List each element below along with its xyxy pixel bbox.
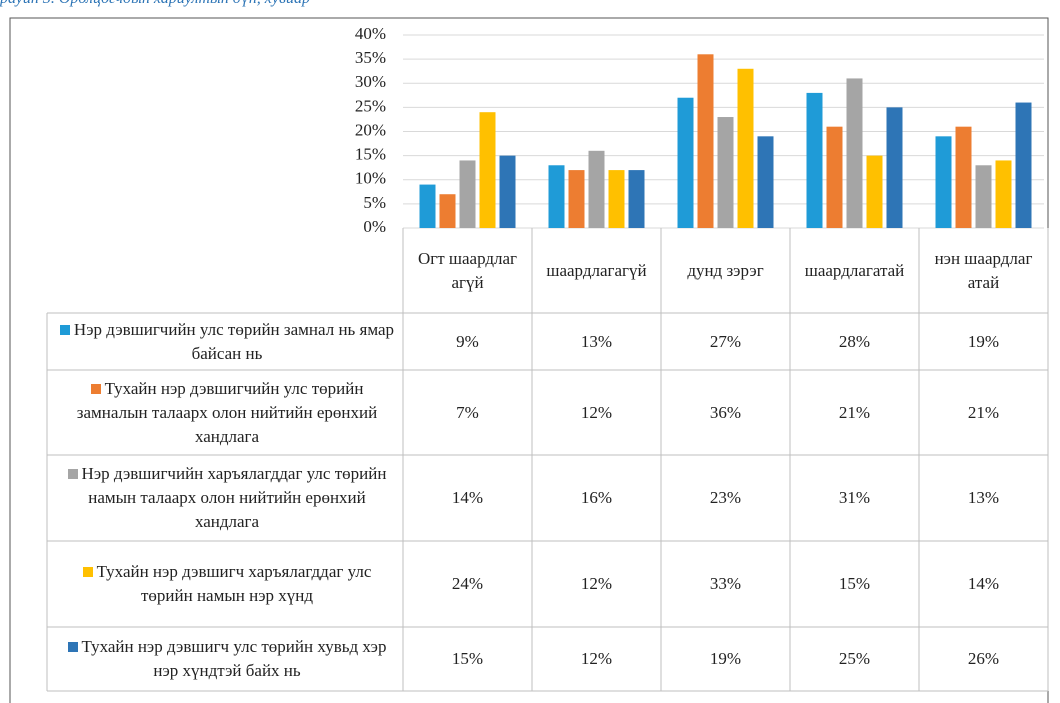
bar (548, 165, 565, 228)
value-label: 13% (580, 331, 613, 351)
value-label: 25% (838, 649, 871, 668)
value-label: 21% (967, 402, 1000, 422)
legend-entry: Нэр дэвшигчийн харъялагддаг улс төрийн н… (47, 455, 403, 541)
series-name: Тухайн нэр дэвшигч харъялагддаг улс төри… (96, 562, 372, 605)
bar (677, 97, 694, 228)
value-label: 26% (967, 649, 1000, 668)
value-label: 31% (838, 488, 871, 507)
value-label: 14% (967, 574, 1000, 593)
bar (975, 165, 992, 228)
category-label: Огт шаардлагагүй (417, 248, 518, 292)
series-name: Тухайн нэр дэвшигч улс төрийн хувьд хэр … (81, 637, 387, 680)
legend-text: Тухайн нэр дэвшигч улс төрийн хувьд хэр … (55, 635, 399, 683)
legend-key (67, 469, 78, 479)
value-label: 7% (456, 402, 479, 422)
bar (935, 136, 952, 228)
legend-text: Тухайн нэр дэвшигчийн улс төрийн замналы… (55, 377, 399, 449)
value-label: 27% (709, 331, 742, 351)
category-label: нэн шаардлагатай (934, 248, 1033, 292)
bar (717, 117, 734, 228)
y-tick-label: 30% (355, 72, 386, 91)
category-label: шаардлагагүй (546, 260, 647, 280)
value-label: 19% (967, 331, 1000, 351)
value-label: 16% (580, 488, 613, 507)
legend-entry: Тухайн нэр дэвшигч харъялагддаг улс төри… (47, 541, 403, 627)
y-tick-label: 25% (355, 96, 386, 115)
bar (608, 170, 625, 228)
value-label: 9% (456, 331, 479, 351)
bar (846, 78, 863, 228)
value-label: 36% (709, 402, 742, 422)
value-label: 33% (709, 574, 742, 593)
series-name: Нэр дэвшигчийн улс төрийн замнал нь ямар… (73, 319, 395, 363)
legend-key (90, 383, 101, 394)
legend-entry: Тухайн нэр дэвшигчийн улс төрийн замналы… (47, 370, 403, 455)
value-label: 12% (580, 574, 613, 593)
y-tick-label: 0% (363, 217, 386, 236)
value-label: 19% (709, 649, 742, 668)
bar (1015, 102, 1032, 228)
legend-entry: Нэр дэвшигчийн улс төрийн замнал нь ямар… (47, 313, 403, 370)
bar (737, 68, 754, 229)
bar (588, 150, 605, 228)
category-label: шаардлагатай (804, 260, 905, 280)
bar (757, 136, 774, 228)
bar (628, 170, 645, 228)
value-label: 12% (580, 649, 613, 668)
caption: рауин 3. Оролцогчдын хариултын дүн, хуви… (0, 0, 310, 8)
legend-entry: Тухайн нэр дэвшигч улс төрийн хувьд хэр … (47, 627, 403, 691)
bar (568, 170, 585, 228)
bar (826, 126, 843, 228)
legend-text: Нэр дэвшигчийн харъялагддаг улс төрийн н… (55, 462, 399, 534)
value-label: 21% (838, 402, 871, 422)
value-label: 28% (838, 331, 871, 351)
bar (995, 160, 1012, 228)
value-label: 15% (838, 574, 871, 593)
y-tick-label: 5% (363, 193, 386, 212)
value-label: 12% (580, 402, 613, 422)
bar (806, 92, 823, 229)
value-label: 14% (451, 488, 484, 507)
legend-key (67, 642, 78, 652)
value-label: 23% (709, 488, 742, 507)
y-tick-label: 20% (355, 120, 386, 139)
y-tick-label: 15% (355, 145, 386, 164)
category-label: дунд зэрэг (687, 260, 764, 280)
bar (955, 126, 972, 228)
bar (419, 184, 436, 228)
legend-text: Нэр дэвшигчийн улс төрийн замнал нь ямар… (55, 318, 399, 366)
bar (697, 54, 714, 228)
bar (439, 194, 456, 228)
value-label: 13% (967, 488, 1000, 507)
value-label: 24% (451, 574, 484, 593)
bar (459, 160, 476, 228)
bar (886, 107, 903, 228)
legend-key (82, 567, 93, 577)
legend-text: Тухайн нэр дэвшигч харъялагддаг улс төри… (55, 560, 399, 608)
value-label: 15% (451, 649, 484, 668)
y-tick-label: 40% (355, 24, 386, 43)
bar (479, 112, 496, 228)
series-name: Нэр дэвшигчийн харъялагддаг улс төрийн н… (81, 464, 387, 531)
y-tick-label: 10% (355, 169, 386, 188)
legend-key (59, 324, 70, 335)
series-name: Тухайн нэр дэвшигчийн улс төрийн замналы… (76, 378, 378, 446)
bar (499, 155, 516, 228)
y-tick-label: 35% (355, 48, 386, 67)
bar (866, 155, 883, 228)
